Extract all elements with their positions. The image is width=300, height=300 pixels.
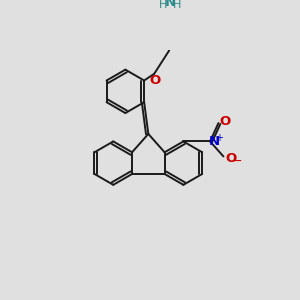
Text: H: H [159, 0, 167, 10]
Text: +: + [215, 133, 223, 143]
Text: −: − [232, 155, 242, 168]
Text: O: O [149, 74, 161, 87]
Text: N: N [164, 0, 175, 9]
Text: O: O [225, 152, 237, 165]
Text: O: O [220, 115, 231, 128]
Text: N: N [209, 135, 220, 148]
Text: H: H [172, 0, 181, 10]
